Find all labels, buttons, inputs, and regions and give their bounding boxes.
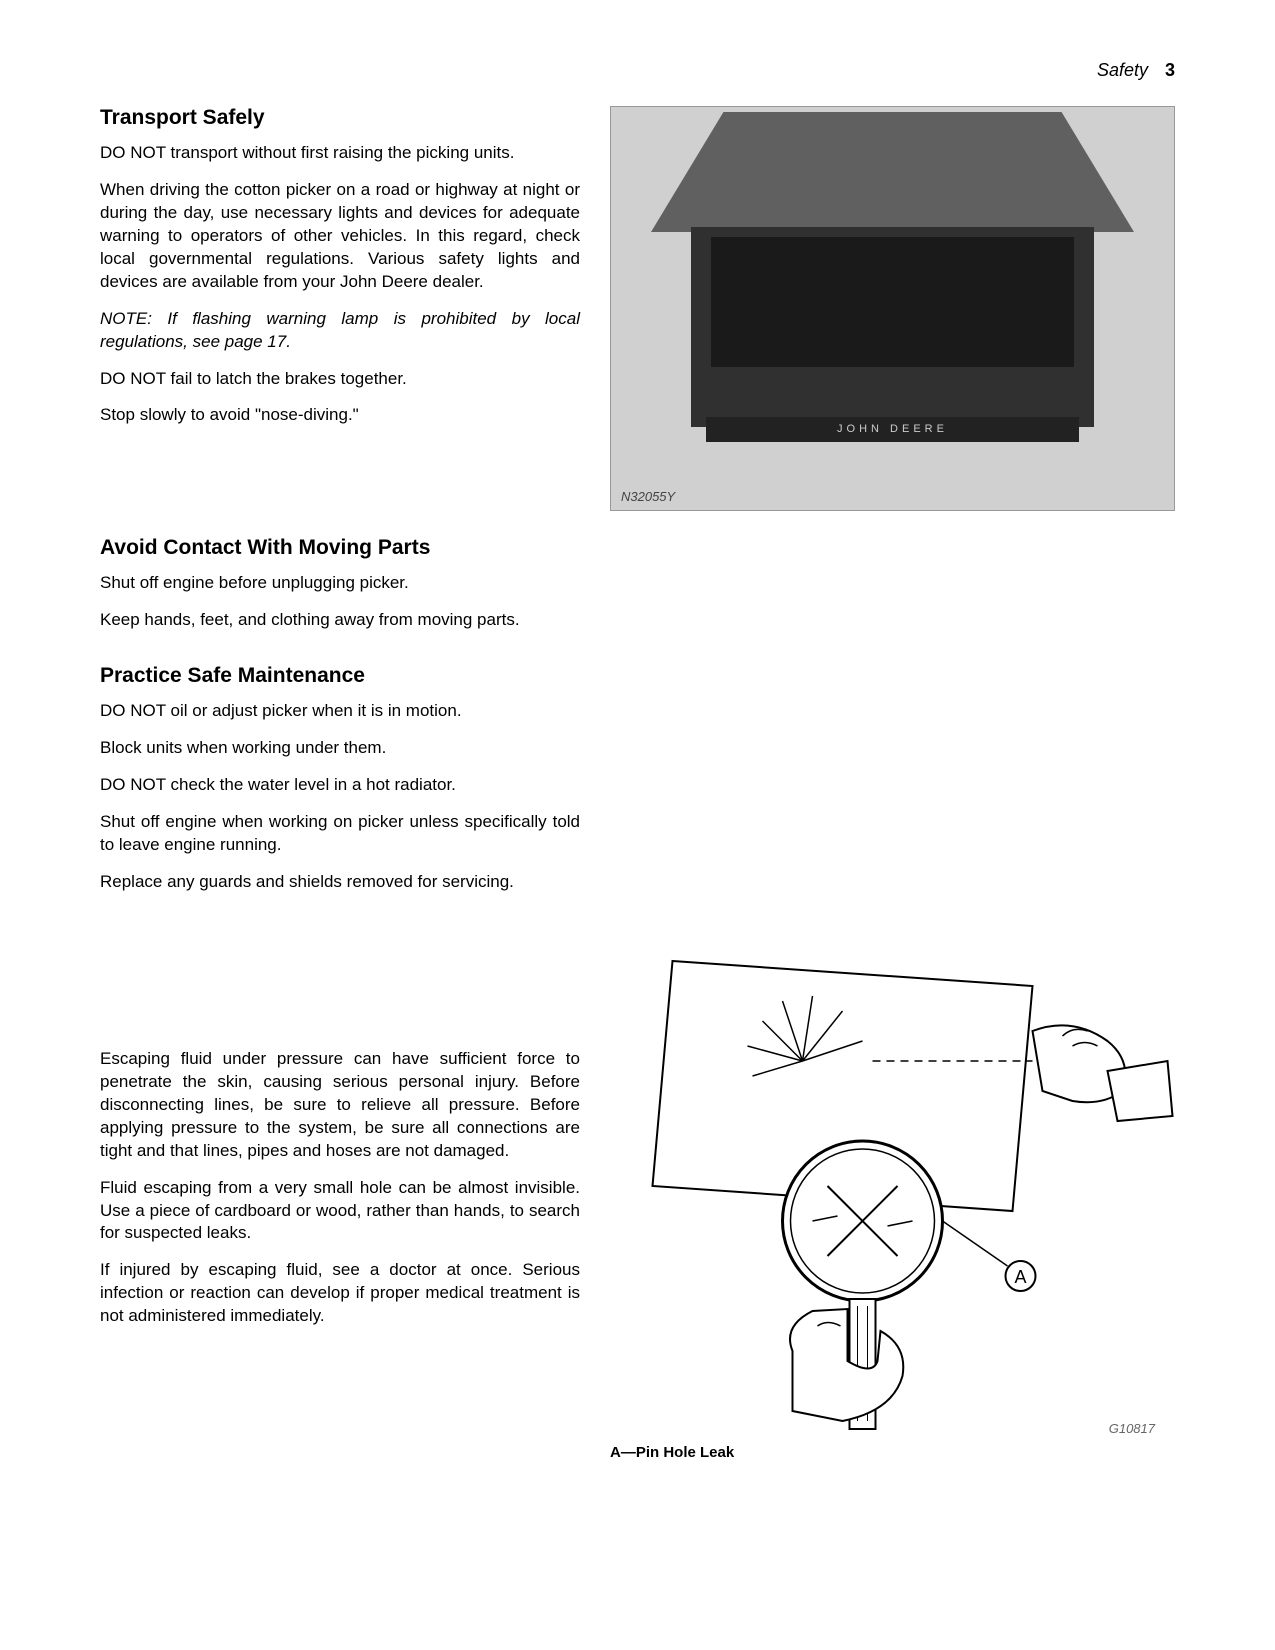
para-s3-p2: Block units when working under them. [100, 737, 580, 760]
callout-a: A [1014, 1267, 1026, 1287]
para-s3-p7: Fluid escaping from a very small hole ca… [100, 1177, 580, 1246]
content-columns: Transport Safely DO NOT transport withou… [100, 106, 1175, 1461]
page-header: Safety 3 [100, 60, 1175, 81]
heading-safe-maintenance: Practice Safe Maintenance [100, 664, 580, 688]
figure-pinhole-leak: A [610, 931, 1175, 1431]
para-s3-p4: Shut off engine when working on picker u… [100, 811, 580, 857]
heading-transport-safely: Transport Safely [100, 106, 580, 130]
para-s2-p1: Shut off engine before unplugging picker… [100, 572, 580, 595]
para-s1-note: NOTE: If flashing warning lamp is prohib… [100, 308, 580, 354]
para-s1-p1: DO NOT transport without first raising t… [100, 142, 580, 165]
figure1-ref: N32055Y [621, 489, 675, 504]
para-s3-p5: Replace any guards and shields removed f… [100, 871, 580, 894]
brand-bar: JOHN DEERE [706, 417, 1079, 442]
figure-pinhole-container: A G10817 A—Pin Hole Leak [610, 931, 1175, 1461]
para-s3-p8: If injured by escaping fluid, see a doct… [100, 1259, 580, 1328]
left-column: Transport Safely DO NOT transport withou… [100, 106, 580, 1461]
right-column: JOHN DEERE N32055Y [610, 106, 1175, 1461]
para-s1-p2: When driving the cotton picker on a road… [100, 179, 580, 294]
figure2-caption: A—Pin Hole Leak [610, 1444, 1175, 1461]
para-s1-p4: DO NOT fail to latch the brakes together… [100, 368, 580, 391]
para-s2-p2: Keep hands, feet, and clothing away from… [100, 609, 580, 632]
heading-avoid-contact: Avoid Contact With Moving Parts [100, 536, 580, 560]
header-page-number: 3 [1165, 60, 1175, 80]
para-s1-p5: Stop slowly to avoid "nose-diving." [100, 404, 580, 427]
para-s3-p6: Escaping fluid under pressure can have s… [100, 1048, 580, 1163]
para-s3-p3: DO NOT check the water level in a hot ra… [100, 774, 580, 797]
para-s3-p1: DO NOT oil or adjust picker when it is i… [100, 700, 580, 723]
header-section: Safety [1097, 60, 1148, 80]
figure2-ref: G10817 [1109, 1421, 1155, 1436]
figure-cotton-picker: JOHN DEERE N32055Y [610, 106, 1175, 511]
